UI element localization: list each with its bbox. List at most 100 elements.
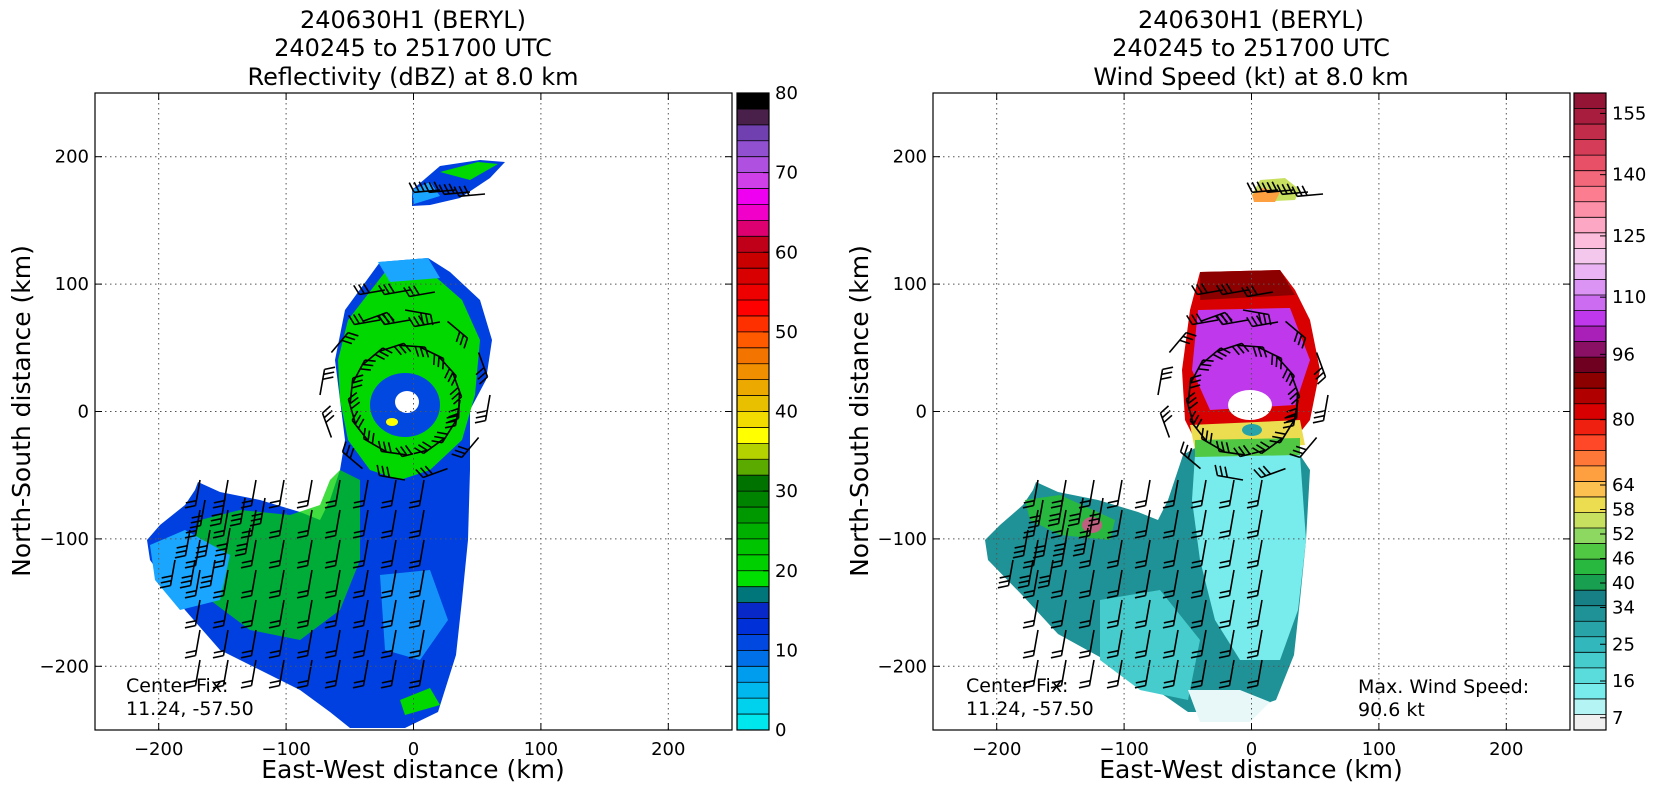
wind-barb-feather (403, 286, 411, 297)
wind-barb-feather (463, 185, 470, 196)
wind-barb-feather (1200, 427, 1204, 439)
wind-barb-feather (1279, 358, 1283, 370)
wind-barb-feather (455, 331, 461, 343)
wind-barb-feather (241, 649, 253, 654)
wind-barb-feather (213, 679, 225, 684)
wind-barb-feather (180, 579, 192, 584)
wind-barb-feather (297, 589, 309, 594)
x-tick-label: 200 (1489, 739, 1523, 760)
colorbar-segment (1574, 263, 1606, 280)
wind-barb-feather (240, 564, 252, 569)
wind-barb-feather (463, 337, 469, 349)
x-tick-label: −100 (1099, 739, 1148, 760)
wind-barb-feather (1281, 183, 1288, 195)
wind-barb-feather (1246, 684, 1258, 689)
wind-barb-feather (1191, 589, 1203, 594)
colorbar-tick-label: 140 (1612, 165, 1646, 186)
wind-barb-feather (352, 314, 360, 325)
wind-barb-feather (269, 589, 281, 594)
wind-barb-feather (1054, 542, 1066, 547)
wind-barb-feather (352, 374, 364, 379)
wind-barb-feather (1106, 624, 1118, 629)
wind-barb-feather (1163, 649, 1175, 654)
wind-barb-feather (364, 359, 376, 363)
wind-barb-feather (1078, 594, 1090, 599)
x-tick-label: 100 (1362, 739, 1396, 760)
windspeed-eye (1228, 390, 1272, 420)
wind-barb-feather (1029, 514, 1041, 519)
wind-barb-feather (1191, 559, 1203, 564)
wind-barb-feather (475, 366, 485, 376)
colorbar-segment (737, 204, 769, 221)
wind-barb-feather (1246, 654, 1258, 659)
reflectivity-title-line2: 240245 to 251700 UTC (274, 34, 552, 62)
wind-barb-feather (268, 654, 280, 659)
wind-barb-feather (1224, 466, 1229, 478)
wind-barb-feather (1107, 649, 1119, 654)
wind-barb-feather (1218, 594, 1230, 599)
wind-barb-feather (386, 466, 391, 478)
wind-barb-feather (184, 504, 196, 509)
wind-barb-feather (1163, 559, 1175, 564)
wind-barb-feather (1312, 419, 1324, 424)
wind-barb-feather (324, 504, 336, 509)
colorbar-segment (1574, 326, 1606, 342)
windspeed-xlabel: East-West distance (km) (1099, 755, 1403, 784)
wind-barb-feather (1034, 544, 1046, 549)
wind-barb-feather (1236, 344, 1245, 354)
wind-barb-feather (367, 430, 371, 442)
wind-barb-feather (1246, 316, 1254, 327)
colorbar-segment (737, 491, 769, 508)
wind-barb-feather (1261, 182, 1268, 193)
x-tick-label: 100 (524, 739, 558, 760)
reflectivity-xlabel: East-West distance (km) (261, 755, 565, 784)
wind-barb-feather (213, 559, 225, 564)
wind-barb-feather (1079, 529, 1091, 534)
wind-barb-feather (1078, 684, 1090, 689)
wind-barb-feather (1241, 286, 1249, 297)
wind-barb-feather (268, 684, 280, 689)
colorbar-segment (1574, 372, 1606, 389)
wind-barb-feather (1051, 559, 1063, 564)
wind-barb-feather (1251, 447, 1262, 455)
wind-barb-feather (387, 442, 392, 453)
wind-barb-feather (1161, 371, 1173, 376)
colorbar-segment (1574, 124, 1606, 141)
wind-barb-feather (380, 624, 392, 629)
colorbar-segment (737, 156, 769, 174)
wind-barb-feather (297, 649, 309, 654)
wind-barb-feather (1187, 396, 1197, 405)
colorbar-segment (1574, 201, 1606, 218)
wind-barb-feather (1048, 517, 1060, 522)
wind-barb-feather (1134, 684, 1146, 689)
wind-barb-feather (1256, 444, 1267, 452)
y-tick-label: 200 (55, 147, 89, 168)
wind-barb-feather (241, 559, 253, 564)
wind-barb-feather (1027, 524, 1039, 529)
wind-barb-feather (1050, 534, 1062, 539)
wind-barb-feather (195, 549, 207, 554)
wind-barb-feather (353, 679, 365, 684)
reflectivity-wind-barbs (159, 181, 491, 689)
wind-barb-feather (1215, 440, 1220, 452)
wind-barb-feather (1163, 619, 1175, 624)
wind-barb-feather (1246, 182, 1253, 193)
wind-barb-feather (1162, 366, 1174, 371)
colorbar-segment (737, 395, 769, 412)
wind-barb-feather (1073, 547, 1085, 552)
wind-barb-feather (1271, 181, 1278, 192)
colorbar-segment (737, 714, 769, 731)
colorbar-segment (737, 507, 769, 524)
colorbar-tick-label: 80 (1612, 410, 1635, 431)
colorbar-tick-label: 125 (1612, 226, 1646, 247)
wind-barb-feather (413, 447, 424, 455)
colorbar-segment (1574, 714, 1606, 731)
wind-barb-feather (380, 564, 392, 569)
wind-barb-feather (1290, 396, 1301, 405)
y-tick-label: −100 (878, 529, 927, 550)
wind-barb-feather (296, 534, 308, 539)
colorbar-tick-label: 58 (1612, 500, 1635, 521)
wind-barb-feather (1296, 185, 1303, 197)
wind-barb-feather (1190, 684, 1202, 689)
wind-barb-feather (433, 181, 440, 192)
